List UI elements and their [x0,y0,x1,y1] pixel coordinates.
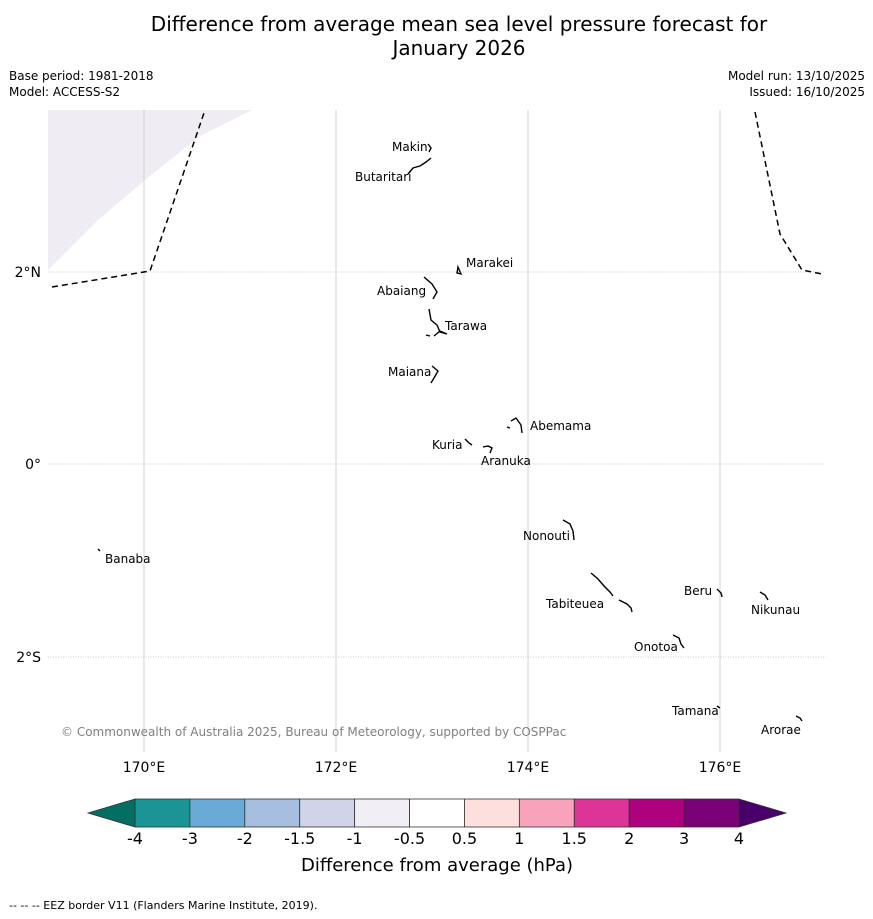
lon-label-170e: 170°E [123,760,166,776]
colorbar-tick-label: -4 [127,829,143,848]
island-label-marakei: Marakei [466,256,513,270]
island-shape-tarawa [425,308,448,337]
colorbar-tick-label: 1.5 [562,829,587,848]
meta-left: Base period: 1981-2018 Model: ACCESS-S2 [9,68,154,100]
eez-borders [51,109,823,288]
colorbar-tick-label: 0.5 [452,829,477,848]
map-svg: Makin Butaritari Marakei Abaiang Tarawa … [15,109,826,776]
colorbar-box [134,798,191,828]
lat-label-2n: 2°N [15,265,41,281]
island-label-aranuka: Aranuka [481,454,531,468]
island-shape-marakei [456,264,463,276]
model-name: Model: ACCESS-S2 [9,85,121,99]
colorbar-tick-label: -2 [237,829,253,848]
island-shape-beru [716,588,723,598]
gridlines [143,110,721,752]
model-run: Model run: 13/10/2025 [727,69,865,83]
island-label-arorae: Arorae [761,723,801,737]
title-line-2: January 2026 [392,36,526,60]
island-shape-onotoa [672,634,685,649]
colorbar-tick-label: -0.5 [394,829,425,848]
colorbar-box [299,798,356,828]
island-label-onotoa: Onotoa [634,640,678,654]
colorbar-tick-label: -3 [182,829,198,848]
island-shape-maiana [430,365,439,384]
colorbar-box [683,798,740,828]
island-label-abemama: Abemama [530,419,591,433]
colorbar-tick-label: 2 [624,829,634,848]
colorbar-tick-label: 1 [514,829,524,848]
island-label-tarawa: Tarawa [444,319,487,333]
island-shape-kuria [464,438,473,446]
island-shape-abemama [506,417,523,434]
colorbar-ticks: -4 -3 -2 -1.5 -1 -0.5 0.5 1 1.5 2 3 4 [127,829,744,848]
colorbar: -4 -3 -2 -1.5 -1 -0.5 0.5 1 1.5 2 3 4 Difference fr… [0,790,873,880]
title-line-1: Difference from average mean sea level p… [150,12,768,36]
colorbar-box [409,798,465,828]
chart-title: Difference from average mean sea level p… [0,12,873,60]
island-shape-tabiteuea [590,572,633,613]
island-label-kuria: Kuria [432,438,463,452]
island-label-tabiteuea: Tabiteuea [545,597,604,611]
island-shape-makin [427,143,432,153]
colorbar-box [189,798,246,828]
anomaly-shading [48,110,252,270]
island-label-nikunau: Nikunau [751,603,800,617]
lat-label-0: 0° [25,457,41,473]
colorbar-tick-label: 3 [679,829,689,848]
colorbar-svg: -4 -3 -2 -1.5 -1 -0.5 0.5 1 1.5 2 3 4 Difference fr… [86,798,788,876]
island-label-makin: Makin [392,140,428,154]
island-shape-aranuka [482,445,493,454]
lon-label-174e: 174°E [507,760,550,776]
lat-label-2s: 2°S [16,650,41,666]
island-shape-nonouti [562,519,575,541]
island-label-banaba: Banaba [105,552,151,566]
colorbar-over-arrow [738,798,788,828]
base-period: Base period: 1981-2018 [9,69,154,83]
colorbar-boxes [134,798,740,828]
colorbar-under-arrow [86,798,136,828]
colorbar-tick-label: -1.5 [284,829,315,848]
colorbar-box [244,798,301,828]
colorbar-tick-label: -1 [347,829,363,848]
lat-gridlines [48,271,826,658]
island-label-abaiang: Abaiang [377,284,426,298]
island-label-nonouti: Nonouti [523,529,570,543]
island-shape-nikunau [759,591,769,601]
island-label-tamana: Tamana [671,704,719,718]
island-labels: Makin Butaritari Marakei Abaiang Tarawa … [105,140,801,737]
island-shape-arorae [795,715,803,722]
colorbar-box [518,798,575,828]
meta-right: Model run: 13/10/2025 Issued: 16/10/2025 [728,68,865,100]
island-shapes [97,143,803,722]
map-area: Makin Butaritari Marakei Abaiang Tarawa … [0,100,873,800]
issued-date: Issued: 16/10/2025 [749,85,865,99]
colorbar-box [628,798,685,828]
colorbar-box [464,798,520,828]
colorbar-box [573,798,630,828]
colorbar-tick-label: 4 [734,829,744,848]
lon-label-176e: 176°E [699,760,742,776]
island-shape-tamana [716,705,721,709]
island-shape-banaba [97,548,101,552]
colorbar-box [354,798,410,828]
island-label-maiana: Maiana [388,365,431,379]
island-shape-abaiang [423,276,438,300]
eez-footnote: -- -- -- EEZ border V11 (Flanders Marine… [9,899,318,912]
eez-border-west [51,109,206,288]
colorbar-label: Difference from average (hPa) [301,855,573,876]
island-label-butaritari: Butaritari [355,170,412,184]
lon-label-172e: 172°E [315,760,358,776]
island-label-beru: Beru [684,584,712,598]
island-shape-butaritari [407,157,432,175]
copyright-notice: © Commonwealth of Australia 2025, Bureau… [61,725,566,739]
eez-border-east [754,111,823,275]
